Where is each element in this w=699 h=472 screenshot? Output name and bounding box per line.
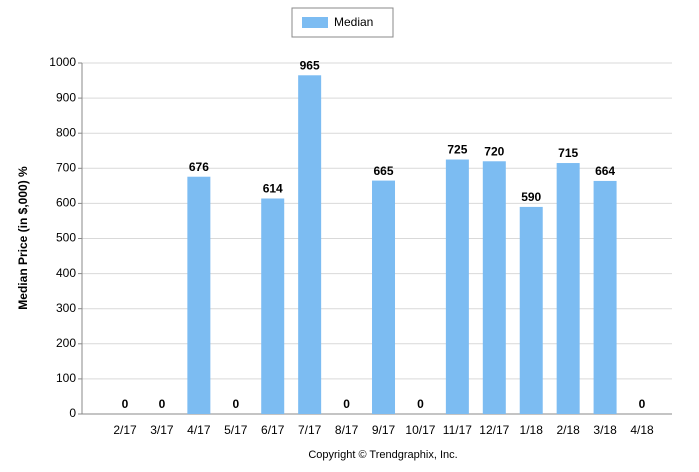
bar — [187, 176, 211, 414]
bar — [556, 163, 580, 414]
x-tick-label: 10/17 — [405, 423, 435, 437]
value-label: 664 — [595, 164, 615, 178]
y-tick-label: 800 — [56, 125, 76, 139]
y-tick-label: 0 — [69, 406, 76, 420]
value-label: 715 — [558, 146, 578, 160]
bar — [593, 180, 617, 414]
bar — [482, 161, 506, 414]
bar — [519, 206, 543, 414]
x-tick-label: 6/17 — [261, 423, 285, 437]
value-label: 614 — [263, 182, 283, 196]
value-label: 665 — [373, 164, 393, 178]
value-label: 0 — [639, 397, 646, 411]
bar — [372, 180, 396, 414]
y-tick-label: 1000 — [49, 55, 76, 69]
value-label: 0 — [417, 397, 424, 411]
y-tick-label: 100 — [56, 371, 76, 385]
x-tick-label: 8/17 — [335, 423, 359, 437]
x-tick-label: 11/17 — [443, 423, 472, 437]
legend-swatch — [302, 17, 328, 28]
legend-label: Median — [334, 15, 373, 29]
value-label: 0 — [232, 397, 239, 411]
value-label: 725 — [447, 143, 467, 157]
value-label: 676 — [189, 160, 209, 174]
x-tick-label: 3/18 — [593, 423, 617, 437]
x-tick-label: 1/18 — [520, 423, 544, 437]
y-tick-label: 600 — [56, 196, 76, 210]
y-tick-label: 300 — [56, 301, 76, 315]
y-axis-title: Median Price (in $,000) % — [16, 166, 30, 310]
y-tick-label: 400 — [56, 266, 76, 280]
bar — [298, 75, 322, 414]
value-label: 965 — [300, 58, 320, 72]
x-tick-label: 9/17 — [372, 423, 396, 437]
footer: Copyright © Trendgraphix, Inc. — [308, 449, 457, 461]
x-tick-label: 4/18 — [630, 423, 654, 437]
y-tick-label: 200 — [56, 336, 76, 350]
value-label: 590 — [521, 190, 541, 204]
x-tick-label: 12/17 — [479, 423, 509, 437]
y-tick-label: 700 — [56, 160, 76, 174]
y-tick-label: 500 — [56, 231, 76, 245]
x-tick-label: 2/18 — [556, 423, 580, 437]
x-tick-label: 4/17 — [187, 423, 211, 437]
x-tick-label: 7/17 — [298, 423, 322, 437]
bar — [445, 159, 469, 414]
value-label: 720 — [484, 144, 504, 158]
value-label: 0 — [122, 397, 129, 411]
value-label: 0 — [343, 397, 350, 411]
value-label: 0 — [159, 397, 166, 411]
y-tick-label: 900 — [56, 90, 76, 104]
x-tick-label: 3/17 — [150, 423, 174, 437]
x-tick-label: 5/17 — [224, 423, 248, 437]
bar — [261, 198, 285, 414]
x-tick-label: 2/17 — [113, 423, 137, 437]
